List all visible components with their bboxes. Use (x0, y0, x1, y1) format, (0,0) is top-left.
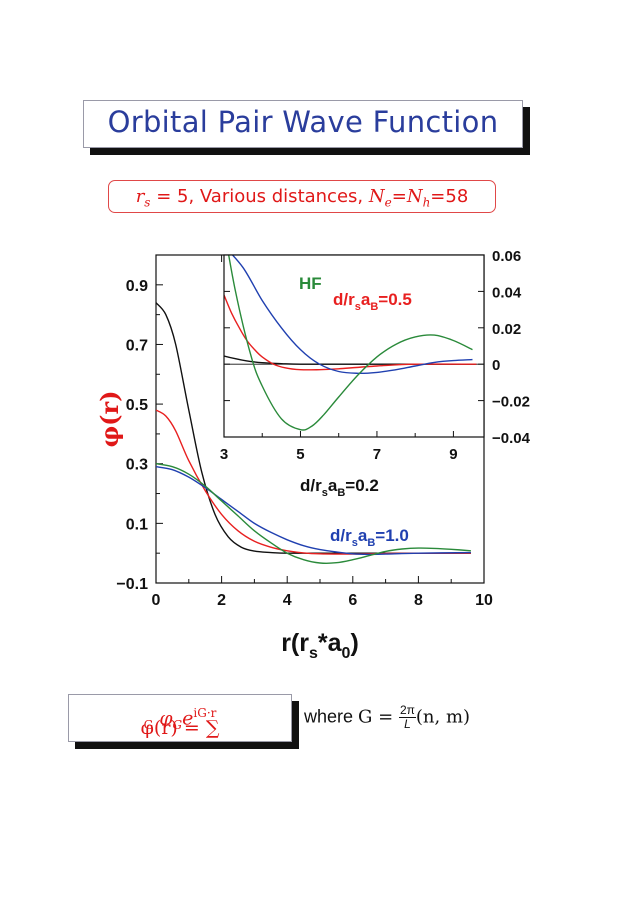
g-indices: (n, m) (415, 706, 471, 728)
where-word: where (304, 706, 359, 727)
inset-x-tick-label: 7 (373, 446, 381, 463)
formula-exponent: iG·r (193, 706, 217, 720)
x-tick-label: 6 (348, 592, 357, 609)
subtitle-text: = 5, Various distances, (150, 186, 369, 207)
subtitle-box: rs = 5, Various distances, Ne=Nh=58 (108, 180, 496, 213)
fraction-denominator: L (404, 717, 411, 731)
annotation-d02-part: B (337, 487, 345, 499)
inset-series-red (224, 294, 477, 371)
chart-labels: r(rs*a0)φ(r)d/rsaB=0.2d/rsaB=1.0HFd/rsaB… (95, 274, 412, 662)
title-box: Orbital Pair Wave Function (83, 100, 523, 148)
inset-series-black (224, 355, 477, 365)
x-tick-label: 10 (475, 592, 493, 609)
annotation-d10-part: d/r (330, 526, 352, 545)
ne-subscript: e (384, 195, 392, 210)
g-definition: G = (358, 706, 399, 728)
annotation-d02-part: =0.2 (345, 476, 379, 495)
fourier-formula: φ(r) = ∑ G φGeiG·r (69, 706, 291, 739)
ne-symbol: N (368, 186, 385, 207)
x-axis-label-part: ) (350, 629, 358, 657)
y-tick-label: 0.3 (126, 457, 148, 474)
y-tick-label: −0.1 (116, 576, 148, 593)
inset-y-tick-label: −0.02 (492, 394, 530, 411)
y-axis-label: φ(r) (95, 390, 124, 447)
formula-exp-base: e (182, 707, 194, 730)
annotation-d02-part: a (328, 476, 338, 495)
nh-symbol: N (406, 186, 423, 207)
annotation-d05-part: =0.5 (378, 290, 412, 309)
particle-count: =58 (430, 186, 469, 207)
annotation-d10-part: a (358, 526, 368, 545)
formula-lhs: φ(r) = ∑ (140, 717, 220, 739)
y-tick-label: 0.1 (126, 516, 148, 533)
inset-x-tick-label: 5 (296, 446, 304, 463)
fraction: 2π L (398, 703, 416, 731)
annotation-d02: d/rsaB=0.2 (300, 476, 379, 499)
formula-coef: φ (153, 707, 173, 730)
y-tick-label: 0.5 (126, 397, 148, 414)
fraction-numerator: 2π (398, 703, 416, 718)
annotation-d05-part: s (355, 301, 361, 313)
x-axis-label-part: 0 (342, 645, 351, 662)
inset-plot-lines: 3 5 7 9 0.06 0.04 0.02 0 −0.02 −0.04 (220, 248, 531, 463)
inset-frame (223, 254, 485, 438)
page-title: Orbital Pair Wave Function (107, 105, 499, 139)
inset-x-tick-label: 9 (449, 446, 457, 463)
inset-y-tick-label: 0.06 (492, 248, 521, 265)
inset-y-tick-label: −0.04 (492, 430, 531, 447)
x-tick-label: 2 (217, 592, 226, 609)
where-clause: where G = 2π L (n, m) (304, 704, 470, 731)
inset-background (224, 255, 484, 437)
equals-sign: = (391, 186, 407, 207)
inset-y-tick-label: 0 (492, 357, 500, 374)
annotation-d10-part: =1.0 (375, 526, 409, 545)
main-plot-lines (156, 302, 471, 564)
x-tick-label: 0 (152, 592, 161, 609)
rs-subscript: s (144, 195, 151, 210)
rs-symbol: r (135, 186, 145, 207)
main-series-green (156, 463, 471, 564)
x-tick-label: 4 (283, 592, 292, 609)
annotation-d10-part: B (367, 537, 375, 549)
annotation-d05-part: B (370, 301, 378, 313)
formula-box: φ(r) = ∑ G φGeiG·r (68, 694, 292, 742)
inset-y-tick-label: 0.02 (492, 321, 521, 338)
y-tick-label: 0.7 (126, 337, 148, 354)
inset-x-tick-label: 3 (220, 446, 228, 463)
x-axis-label-part: *a (318, 629, 343, 657)
x-axis-label-part: r(r (281, 629, 309, 657)
coef-subscript: G (172, 718, 183, 733)
x-axis-label: r(rs*a0) (281, 629, 359, 662)
x-tick-label: 8 (414, 592, 423, 609)
annotation-d10: d/rsaB=1.0 (330, 526, 409, 549)
y-tick-label: 0.9 (126, 278, 148, 295)
annotation-d10-part: s (352, 537, 358, 549)
annotation-d02-part: s (322, 487, 328, 499)
x-axis-label-part: s (309, 645, 318, 662)
inset-series-blue (231, 255, 473, 375)
inset-y-tick-label: 0.04 (492, 284, 522, 301)
sum-subscript: G (143, 718, 154, 733)
annotation-d05-part: a (361, 290, 371, 309)
inset-series-green (227, 255, 473, 431)
nh-subscript: h (422, 195, 431, 210)
annotation-d02-part: d/r (300, 476, 322, 495)
annotation-hf: HF (299, 274, 322, 293)
annotation-d05: d/rsaB=0.5 (333, 290, 412, 313)
annotation-d05-part: d/r (333, 290, 355, 309)
inset-plot-area (224, 255, 484, 437)
